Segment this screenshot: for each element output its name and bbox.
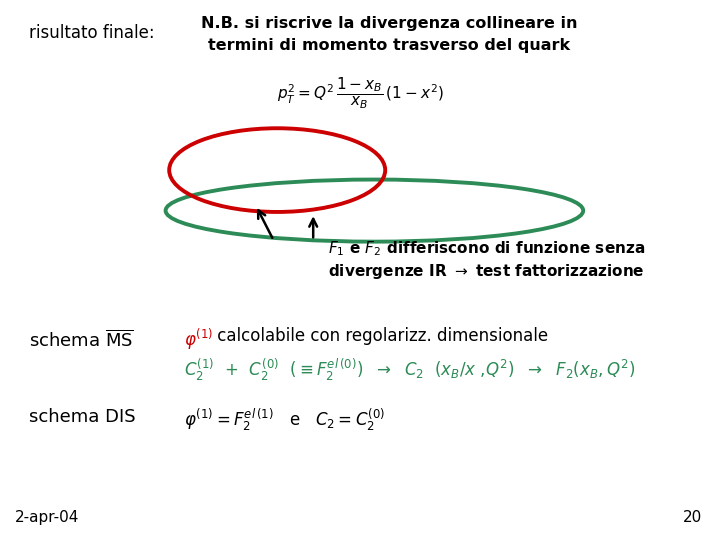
Text: N.B. si riscrive la divergenza collineare in: N.B. si riscrive la divergenza collinear… xyxy=(201,16,577,31)
Text: termini di momento trasverso del quark: termini di momento trasverso del quark xyxy=(208,38,570,53)
Text: $\varphi^{(1)}$: $\varphi^{(1)}$ xyxy=(184,327,213,352)
Text: schema $\overline{\mathrm{MS}}$: schema $\overline{\mathrm{MS}}$ xyxy=(29,329,134,351)
Text: schema DIS: schema DIS xyxy=(29,408,135,426)
Text: $p_T^2 = Q^2\,\dfrac{1-x_B}{x_B}\,(1-x^2)$: $p_T^2 = Q^2\,\dfrac{1-x_B}{x_B}\,(1-x^2… xyxy=(276,76,444,111)
Text: $F_1$ e $F_2$ differiscono di funzione senza: $F_1$ e $F_2$ differiscono di funzione s… xyxy=(328,240,645,259)
Text: calcolabile con regolarizz. dimensionale: calcolabile con regolarizz. dimensionale xyxy=(212,327,549,345)
Text: $\varphi^{(1)} = F_2^{el\,(1)}$   e   $C_2 = C_2^{(0)}$: $\varphi^{(1)} = F_2^{el\,(1)}$ e $C_2 =… xyxy=(184,406,385,433)
Text: $C_2^{(1)}$  +  $C_2^{(0)}$  ($\equiv F_2^{el\,(0)}$)  $\rightarrow$  $C_2$  ($x: $C_2^{(1)}$ + $C_2^{(0)}$ ($\equiv F_2^{… xyxy=(184,356,635,383)
Text: risultato finale:: risultato finale: xyxy=(29,24,154,42)
Text: 2-apr-04: 2-apr-04 xyxy=(14,510,78,525)
Text: 20: 20 xyxy=(683,510,702,525)
Text: divergenze IR $\rightarrow$ test fattorizzazione: divergenze IR $\rightarrow$ test fattori… xyxy=(328,262,644,281)
